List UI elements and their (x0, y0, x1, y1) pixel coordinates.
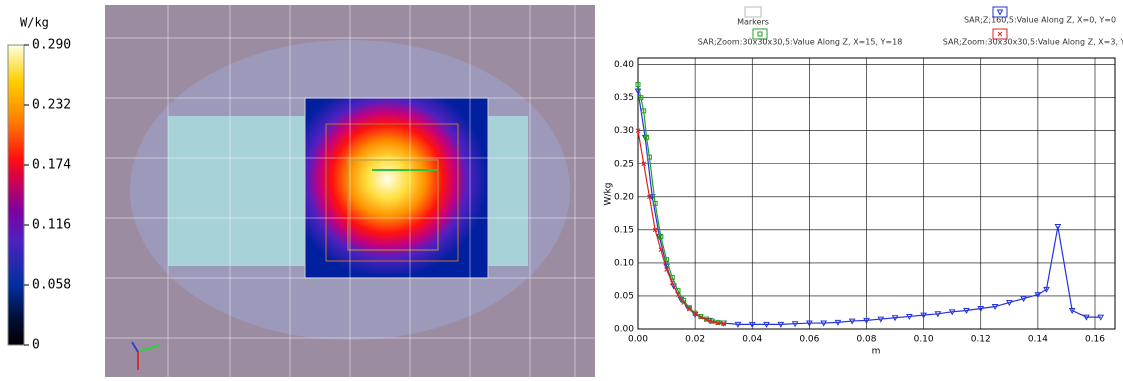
x-tick-label: 0.02 (685, 335, 705, 345)
page: W/kg Markers m W/kg 0 0.058 0.116 0.174 0.23… (0, 0, 1123, 377)
x-tick-label: 0.04 (742, 335, 762, 345)
x-tick-label: 0.10 (914, 335, 934, 345)
legend-title: Markers (737, 18, 769, 27)
x-tick-label: 0.06 (799, 335, 819, 345)
colorbar-label: W/kg (20, 16, 49, 30)
y-tick-label: 0.30 (614, 126, 634, 136)
x-axis-label: m (872, 347, 881, 357)
colorbar-tick-label: 0.116 (32, 218, 71, 233)
figure: W/kg Markers m W/kg 0 0.058 0.116 0.174 0.23… (0, 0, 1123, 377)
colorbar-tick-label: 0.290 (32, 38, 71, 53)
x-tick-label: 0.14 (1028, 335, 1048, 345)
sar-hotspot (305, 98, 488, 278)
legend-title-box (745, 7, 761, 17)
x-tick-label: 0.08 (856, 335, 876, 345)
y-tick-label: 0.20 (614, 192, 634, 202)
legend-label: SAR;Zoom:30x30x30,5:Value Along Z, X=3, … (943, 38, 1123, 47)
colorbar-tick-label: 0.174 (32, 158, 71, 173)
plot-area (638, 58, 1115, 329)
legend-label: SAR;Z;160,5:Value Along Z, X=0, Y=0 (964, 16, 1116, 25)
x-tick-label: 0.16 (1085, 335, 1105, 345)
y-tick-label: 0.15 (614, 225, 634, 235)
x-tick-label: 0.00 (628, 335, 648, 345)
y-tick-label: 0.05 (614, 291, 634, 301)
y-tick-label: 0.40 (614, 60, 634, 70)
y-tick-label: 0.10 (614, 258, 634, 268)
y-axis-label: W/kg (604, 183, 614, 206)
colorbar-tick-label: 0.058 (32, 278, 71, 293)
colorbar (8, 45, 24, 345)
y-tick-label: 0.25 (614, 159, 634, 169)
y-tick-label: 0.00 (614, 325, 634, 335)
colorbar-tick-label: 0 (32, 338, 40, 353)
y-tick-label: 0.35 (614, 93, 634, 103)
colorbar-tick-label: 0.232 (32, 98, 71, 113)
legend-label: SAR;Zoom:30x30x30,5:Value Along Z, X=15,… (698, 38, 903, 47)
x-tick-label: 0.12 (971, 335, 991, 345)
